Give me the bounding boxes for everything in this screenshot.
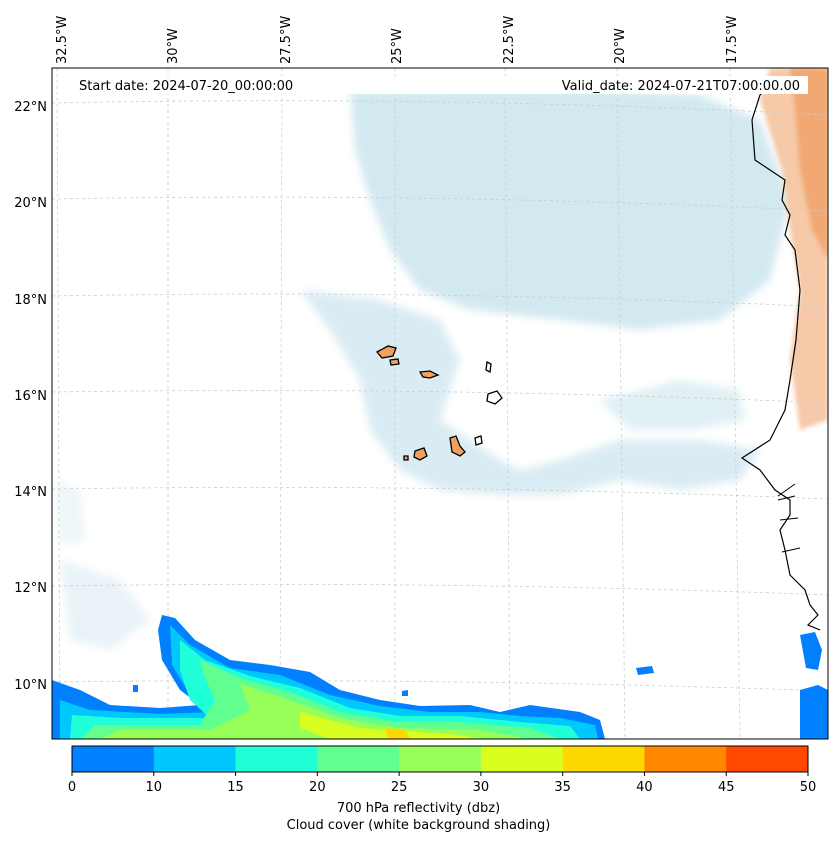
latitude-labels: 22°N 20°N 18°N 16°N 14°N 12°N 10°N [14,100,47,693]
colorbar-tick-label: 50 [800,780,817,795]
colorbar-tick-label: 40 [636,780,653,795]
map-content [52,68,828,739]
lon-label: 20°W [613,28,628,64]
reflectivity-cell-small-east [636,666,654,675]
lat-label: 16°N [14,389,47,404]
colorbar-swatch [72,746,155,772]
island-santiago [449,435,466,457]
africa-coastline [740,79,821,631]
island-boa-vista [486,390,503,405]
colorbar: 0 10 15 20 25 30 35 40 45 50 [68,745,816,795]
colorbar-swatch [644,746,727,772]
reflectivity-layer [52,615,828,739]
reflectivity-band-teal [70,640,580,739]
island-brava [403,455,409,461]
cloud-cover-layer [55,88,790,650]
colorbar-swatch [235,746,318,772]
colorbar-tick-label: 10 [146,780,163,795]
reflectivity-core-yellow [300,712,480,739]
reflectivity-band-lime [100,684,530,739]
lat-label: 14°N [14,485,47,500]
lat-label: 22°N [14,100,47,115]
island-santo-antao [375,345,397,359]
colorbar-tick-label: 35 [554,780,571,795]
colorbar-tick-label: 45 [718,780,735,795]
reflectivity-cell-southeast [800,685,828,739]
lat-label: 18°N [14,293,47,308]
lon-label: 30°W [166,28,181,64]
colorbar-ticks: 0 10 15 20 25 30 35 40 45 50 [68,772,816,795]
lat-label: 20°N [14,196,47,211]
gambia-river-outline [777,483,801,553]
reflectivity-cell-small-a [133,685,138,692]
reflectivity-core-orange [385,728,410,739]
colorbar-swatch [317,746,400,772]
cloud-mass-north [350,88,790,330]
reflectivity-cell-east [800,632,822,670]
island-sao-nicolau [418,370,440,379]
africa-desert-core [790,68,828,260]
colorbar-swatch [153,746,237,772]
island-fogo [413,447,428,461]
reflectivity-cell-small-b [402,690,408,696]
colorbar-swatch [480,746,564,772]
lon-label: 22.5°W [502,16,517,64]
valid-date-label: Valid_date: 2024-07-21T07:00:00.00 [562,79,800,94]
lon-label: 17.5°W [725,16,740,64]
cloud-streak-east [600,380,745,430]
colorbar-tick-label: 25 [391,780,408,795]
start-date-label: Start date: 2024-07-20_00:00:00 [79,79,293,94]
colorbar-tick-label: 30 [473,780,490,795]
lon-label: 25°W [390,28,405,64]
map-frame [51,67,829,740]
island-sal [485,361,492,373]
island-maio [474,435,483,446]
cloud-band-center [300,290,760,495]
lat-label: 10°N [14,678,47,693]
island-sao-vicente [389,358,400,366]
lat-label: 12°N [14,581,47,596]
longitude-labels: 32.5°W 30°W 27.5°W 25°W 22.5°W 20°W 17.5… [55,16,740,64]
header-box [70,76,808,94]
cloud-patch-west [60,560,150,650]
cape-verde-islands [375,345,503,461]
colorbar-swatches [72,746,809,772]
colorbar-tick-label: 0 [68,780,76,795]
lon-label: 32.5°W [55,16,70,64]
cloud-patch-west-north [55,480,85,545]
colorbar-swatch [562,746,645,772]
colorbar-title: 700 hPa reflectivity (dbz) [336,801,501,816]
colorbar-subtitle: Cloud cover (white background shading) [286,818,551,833]
lon-label: 27.5°W [279,16,294,64]
colorbar-swatch [399,746,482,772]
colorbar-tick-label: 20 [309,780,326,795]
colorbar-frame [71,745,809,773]
colorbar-swatch [726,746,809,772]
colorbar-tick-label: 15 [227,780,244,795]
